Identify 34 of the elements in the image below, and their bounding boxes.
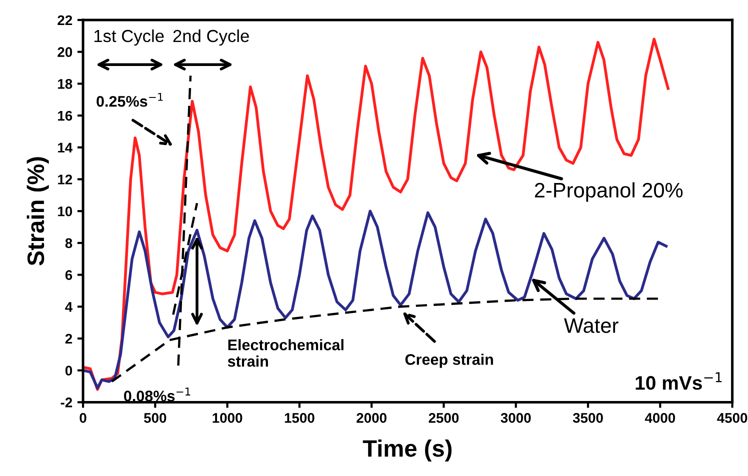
y-tick-label: -2 — [60, 398, 72, 408]
y-tick-label: 20 — [58, 47, 72, 58]
y-tick-label: 4 — [65, 302, 73, 312]
y-tick-label: 16 — [58, 110, 72, 121]
x-tick-label: 3500 — [572, 413, 603, 423]
annotation: 2nd Cycle — [173, 29, 249, 46]
x-axis-title: Time (s) — [362, 439, 452, 462]
x-tick-label: 1500 — [284, 413, 314, 423]
annotation: 10 mVs$^{−1}$ — [636, 372, 722, 390]
x-tick-label: 4000 — [644, 413, 676, 423]
x-tick-label: 0 — [80, 413, 86, 423]
x-tick-label: 1000 — [212, 413, 242, 423]
series-label: 2-Propanol 20% — [534, 182, 683, 202]
y-axis-title: Strain (%) — [26, 157, 49, 266]
x-tick-label: 3000 — [500, 413, 531, 423]
y-tick-label: 18 — [58, 79, 72, 89]
x-tick-label: 500 — [144, 413, 166, 423]
x-tick-label: 4500 — [717, 413, 748, 423]
y-tick-label: 6 — [65, 270, 72, 280]
y-tick-label: 22 — [58, 15, 72, 26]
annotation: 0.08%s$^{−1}$ — [124, 388, 190, 402]
annotation: Electrochemical strain — [228, 339, 344, 367]
y-tick-label: 10 — [58, 206, 72, 216]
x-tick-label: 2000 — [356, 413, 386, 423]
annotation: Creep strain — [405, 354, 493, 368]
y-tick-label: 2 — [65, 334, 72, 344]
y-tick-label: 12 — [58, 174, 72, 184]
annotation: 0.25%s$^{−1}$ — [96, 93, 163, 107]
series-label: Water — [564, 318, 618, 333]
y-tick-label: 14 — [58, 142, 73, 152]
annotation: 1st Cycle — [94, 29, 164, 46]
y-tick-label: 8 — [65, 238, 72, 248]
x-tick-label: 2500 — [428, 413, 459, 423]
y-tick-label: 0 — [65, 366, 72, 376]
